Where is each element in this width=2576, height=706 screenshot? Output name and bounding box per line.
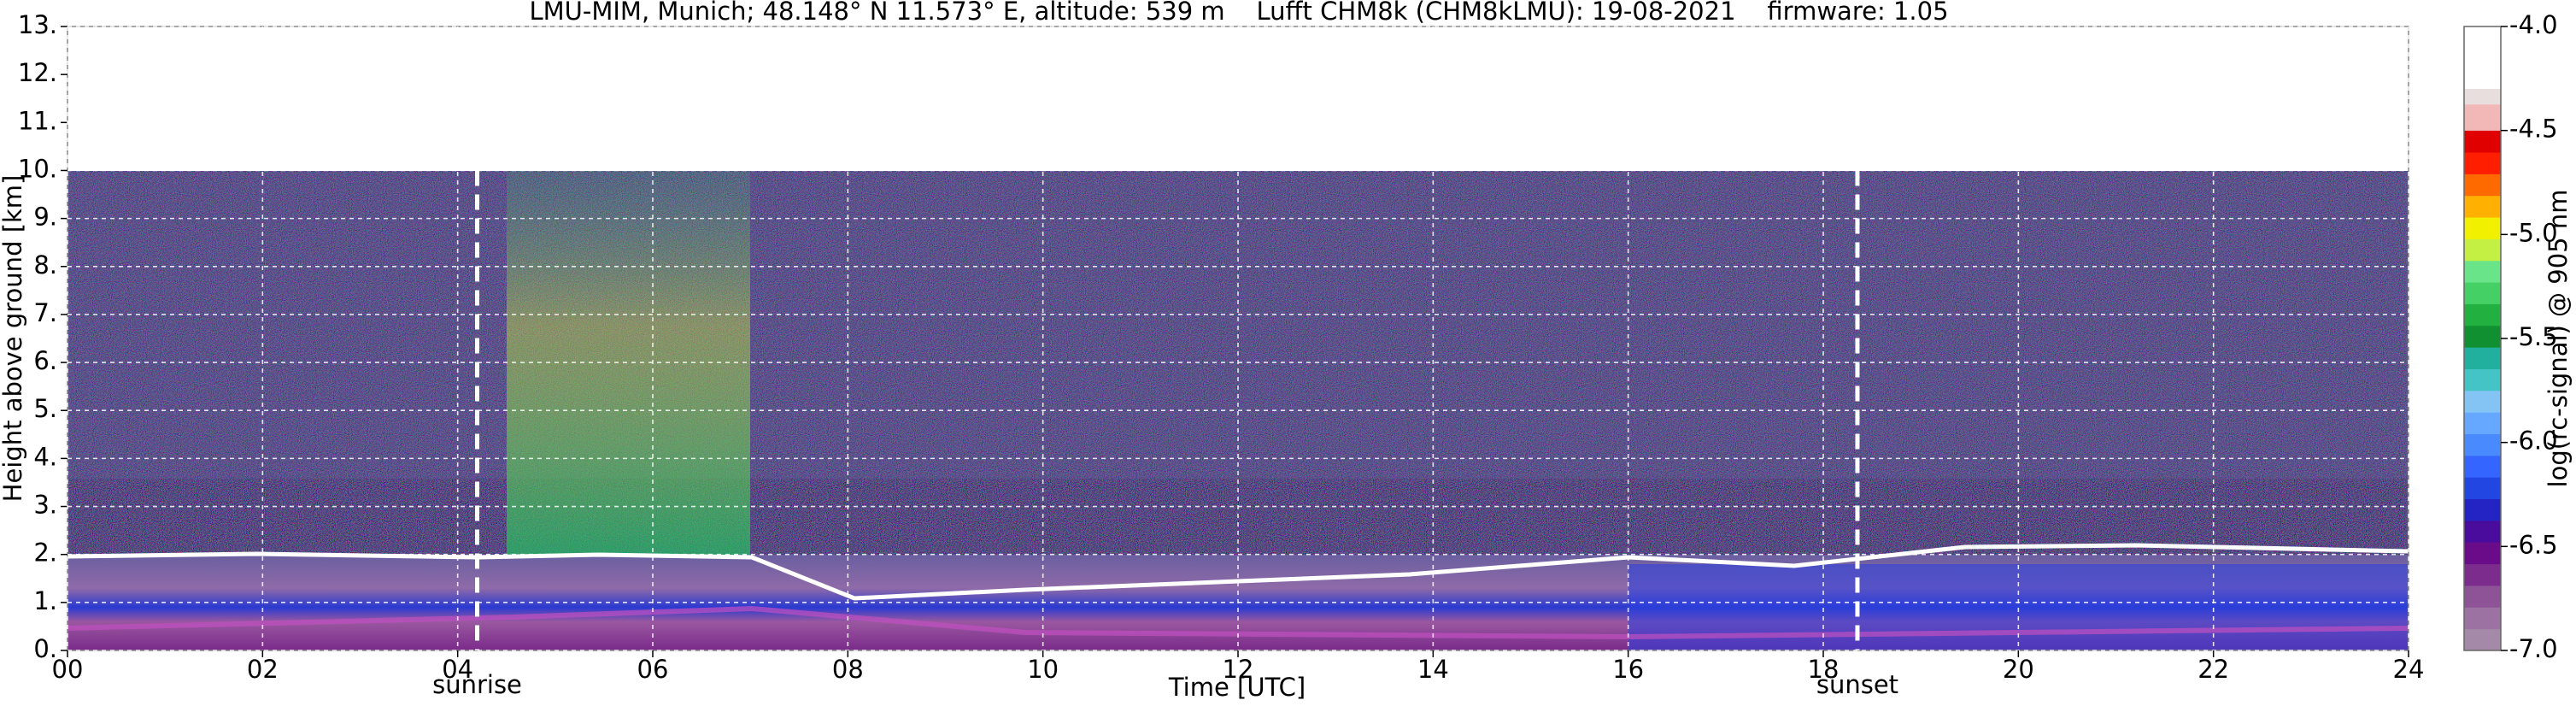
x-tick-label: 22 — [2198, 655, 2229, 684]
colorbar-bin — [2464, 238, 2501, 262]
colorbar-bin — [2464, 282, 2501, 304]
y-tick-label: 11. — [18, 106, 57, 135]
x-tick-label: 10 — [1027, 655, 1059, 684]
x-tick-label: 20 — [2003, 655, 2034, 684]
x-tick-label: 00 — [52, 655, 84, 684]
signal-haze — [67, 171, 2409, 479]
colorbar-bin — [2464, 104, 2501, 131]
colorbar-bin — [2464, 607, 2501, 630]
plume — [507, 171, 750, 556]
colorbar-bin — [2464, 347, 2501, 369]
colorbar-bin — [2464, 325, 2501, 348]
colorbar-bin — [2464, 542, 2501, 565]
y-tick-label: 13. — [18, 10, 57, 39]
y-tick-label: 5. — [33, 394, 57, 423]
x-tick-label: 24 — [2393, 655, 2425, 684]
colorbar-bin — [2464, 303, 2501, 327]
colorbar-bin — [2464, 174, 2501, 197]
colorbar-bin — [2464, 130, 2501, 153]
colorbar-bin — [2464, 563, 2501, 586]
surface-layer — [67, 605, 2409, 640]
x-tick-label: 14 — [1417, 655, 1449, 684]
y-axis-label: Height above ground [km] — [0, 175, 27, 503]
colorbar-tick-label: -4.5 — [2509, 115, 2558, 144]
colorbar-bin — [2464, 477, 2501, 500]
y-tick-label: 0. — [33, 634, 57, 663]
colorbar-tick-label: -5.5 — [2509, 322, 2558, 351]
colorbar-bin — [2464, 498, 2501, 521]
colorbar-tick-label: -7.0 — [2509, 634, 2558, 663]
colorbar-tick-label: -6.0 — [2509, 427, 2558, 456]
y-tick-label: 1. — [33, 586, 57, 615]
y-tick-label: 12. — [18, 58, 57, 87]
x-tick-label: 08 — [832, 655, 864, 684]
colorbar-bin — [2464, 368, 2501, 391]
y-tick-label: 9. — [33, 203, 57, 232]
x-tick-label: 16 — [1612, 655, 1644, 684]
annotation-label: sunset — [1816, 670, 1898, 699]
x-axis-label: Time [UTC] — [1168, 673, 1306, 702]
colorbar-bin — [2464, 433, 2501, 456]
chart-title: LMU-MIM, Munich; 48.148° N 11.573° E, al… — [529, 0, 1948, 26]
x-tick-label: 12 — [1223, 655, 1254, 684]
colorbar-bin — [2464, 628, 2501, 651]
colorbar-bin — [2464, 390, 2501, 413]
y-tick-label: 2. — [33, 538, 57, 568]
x-tick-label: 06 — [637, 655, 669, 684]
colorbar-bin — [2464, 260, 2501, 283]
colorbar-bin — [2464, 412, 2501, 435]
x-tick-label: 02 — [247, 655, 279, 684]
y-tick-label: 8. — [33, 250, 57, 279]
colorbar-bin — [2464, 585, 2501, 608]
x-tick-label: 18 — [1808, 655, 1840, 684]
colorbar-bin — [2464, 455, 2501, 478]
y-tick-label: 6. — [33, 346, 57, 375]
colorbar-bin — [2464, 520, 2501, 543]
x-tick-label: 04 — [442, 655, 473, 684]
colorbar-tick-label: -6.5 — [2509, 530, 2558, 559]
y-tick-label: 4. — [33, 442, 57, 471]
annotation-label: sunrise — [432, 670, 522, 699]
colorbar-tick-label: -4.0 — [2509, 10, 2558, 39]
y-tick-label: 7. — [33, 298, 57, 327]
colorbar-bin — [2464, 152, 2501, 174]
y-tick-label: 10. — [18, 154, 57, 183]
colorbar-bin — [2464, 195, 2501, 218]
colorbar-bin — [2464, 217, 2501, 239]
layer-top — [67, 543, 2409, 601]
y-tick-label: 3. — [33, 491, 57, 520]
colorbar-label: log(rc-signal) @ 905 nm — [2544, 190, 2573, 488]
colorbar-tick-label: -5.0 — [2509, 218, 2558, 247]
